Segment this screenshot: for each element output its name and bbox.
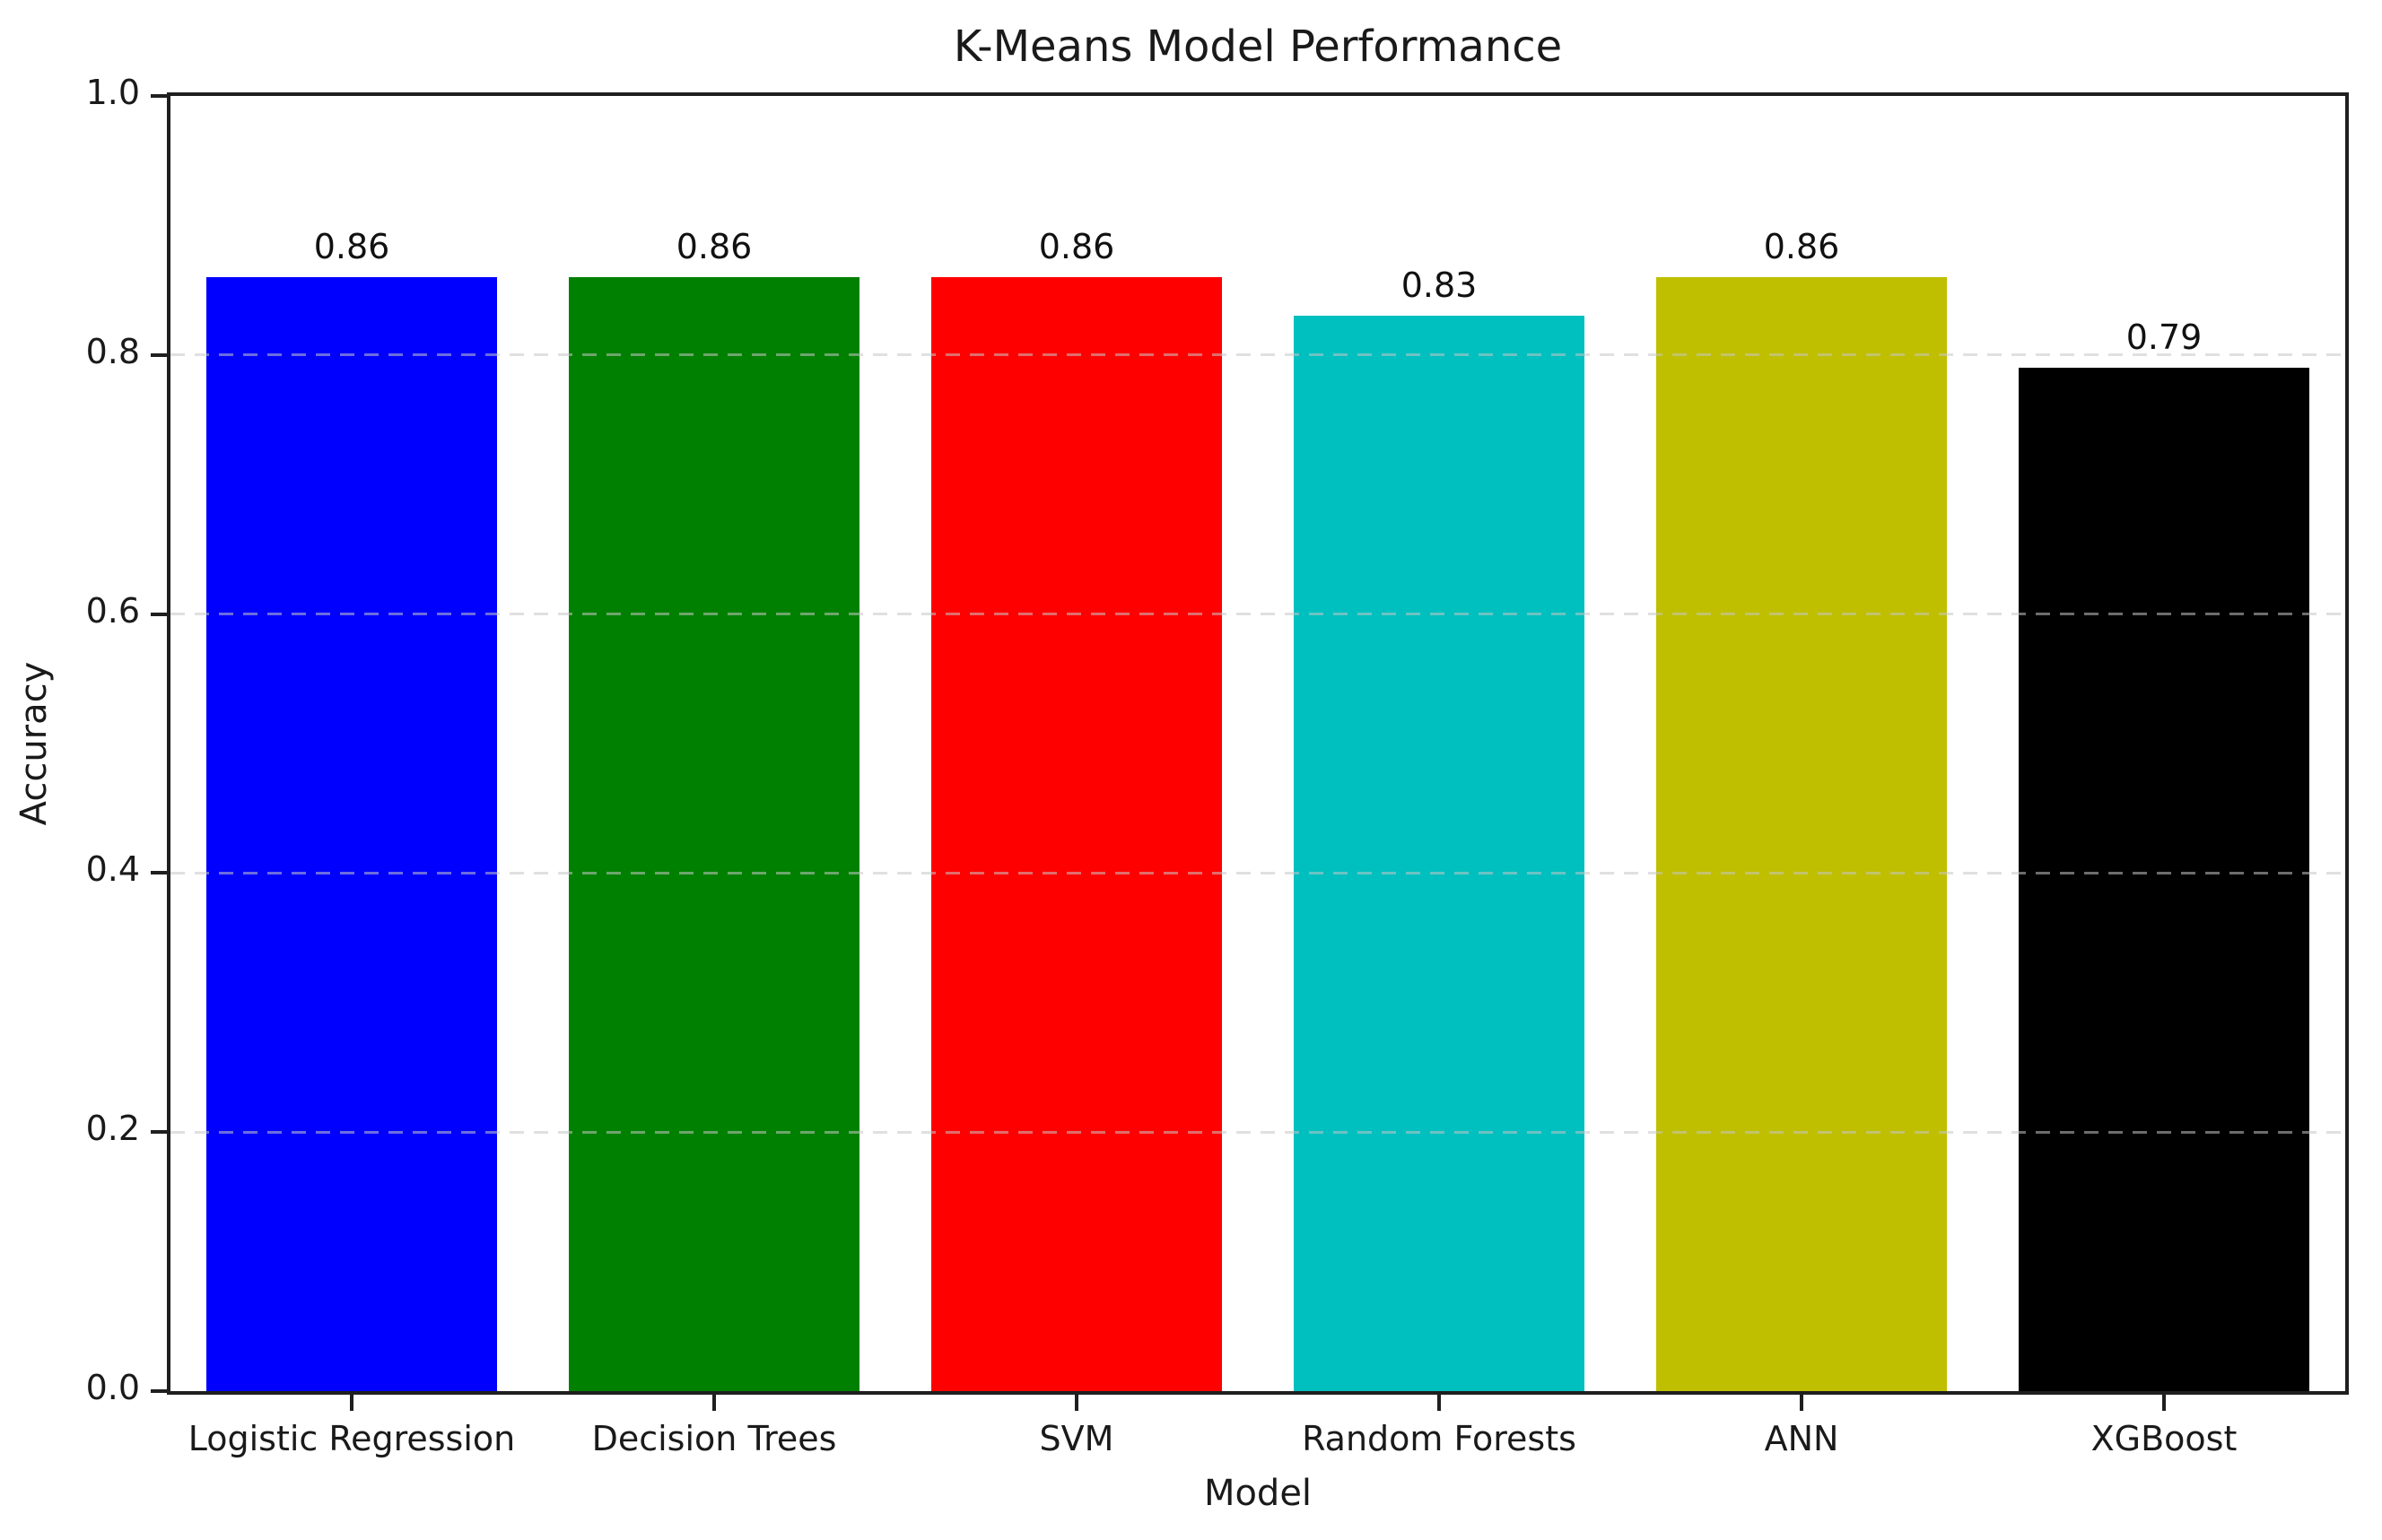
y-tick-mark xyxy=(151,1389,167,1393)
plot-area: 0.86 0.86 0.86 0.83 0.86 0.79 xyxy=(167,92,2349,1395)
x-tick-label: ANN xyxy=(1764,1419,1839,1458)
chart-title: K-Means Model Performance xyxy=(953,22,1563,72)
bar-value-label: 0.86 xyxy=(1763,227,1840,267)
bar xyxy=(931,277,1222,1391)
bar xyxy=(1294,316,1584,1391)
bar-value-label: 0.86 xyxy=(313,227,390,267)
x-tick-label: Random Forests xyxy=(1302,1419,1576,1458)
y-tick-label: 0.0 xyxy=(85,1368,140,1407)
bar xyxy=(1656,277,1947,1391)
y-tick-label: 0.2 xyxy=(85,1109,140,1149)
gridline xyxy=(170,871,2345,874)
x-axis-label: Model xyxy=(1203,1473,1313,1514)
x-tick-mark xyxy=(1075,1395,1078,1411)
bar xyxy=(2019,368,2309,1391)
gridline xyxy=(170,353,2345,357)
gridline xyxy=(170,613,2345,616)
y-tick-mark xyxy=(151,871,167,875)
gridline xyxy=(170,1130,2345,1134)
bar-value-label: 0.86 xyxy=(676,227,753,267)
bar xyxy=(569,277,859,1391)
bar-value-label: 0.86 xyxy=(1038,227,1115,267)
bar-value-label: 0.79 xyxy=(2125,318,2203,358)
y-tick-label: 1.0 xyxy=(85,73,140,112)
y-tick-label: 0.8 xyxy=(85,331,140,371)
y-tick-label: 0.4 xyxy=(85,849,140,890)
x-tick-mark xyxy=(2162,1395,2166,1411)
y-tick-label: 0.6 xyxy=(85,590,140,631)
y-tick-mark xyxy=(151,612,167,616)
x-tick-mark xyxy=(1437,1395,1441,1411)
y-tick-mark xyxy=(151,1130,167,1135)
x-tick-label: SVM xyxy=(1039,1419,1114,1458)
x-tick-mark xyxy=(350,1395,353,1411)
bar-value-label: 0.83 xyxy=(1400,265,1478,306)
x-tick-label: XGBoost xyxy=(2090,1419,2238,1458)
y-axis-label: Accuracy xyxy=(13,661,55,826)
bar xyxy=(206,277,497,1391)
x-tick-label: Logistic Regression xyxy=(188,1419,516,1458)
x-tick-label: Decision Trees xyxy=(591,1419,837,1458)
y-tick-mark xyxy=(151,352,167,357)
x-tick-mark xyxy=(712,1395,716,1411)
y-tick-mark xyxy=(151,94,167,98)
x-tick-mark xyxy=(1800,1395,1803,1411)
